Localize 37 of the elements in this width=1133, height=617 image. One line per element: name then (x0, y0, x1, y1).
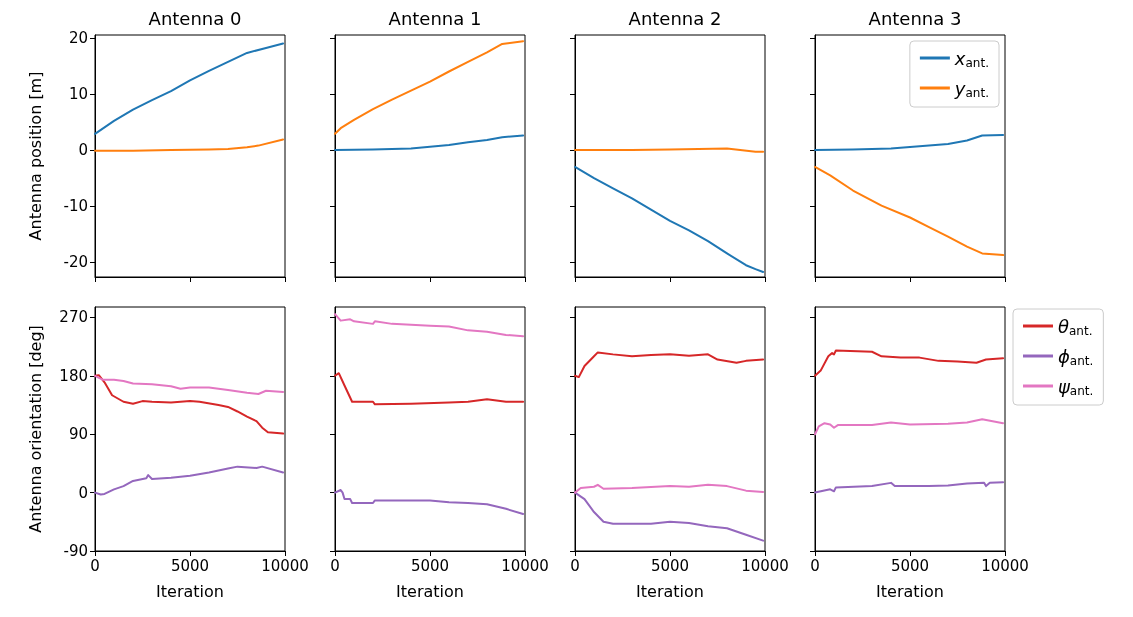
x-tick-label: 10000 (501, 556, 549, 575)
line-series (94, 465, 285, 496)
x-tick-label: 5000 (890, 556, 930, 575)
x-tick-label: 5000 (650, 556, 690, 575)
y-tick-label: -90 (63, 542, 88, 560)
line-series (94, 138, 285, 152)
line-series (94, 374, 285, 395)
y-tick-label: 270 (59, 308, 88, 327)
line-series (94, 374, 285, 435)
y-tick-label: 20 (68, 28, 88, 47)
x-axis-title: Iteration (876, 581, 944, 601)
x-tick-label: 10000 (261, 556, 309, 575)
x-tick-label: 0 (90, 556, 100, 575)
chart-title: Antenna 2 (628, 7, 722, 29)
chart-title: Antenna 1 (388, 7, 482, 29)
y-tick-label: 0 (78, 141, 88, 160)
x-tick-label: 10000 (981, 556, 1029, 575)
y-tick-label: 180 (59, 366, 88, 385)
line-series (94, 42, 285, 135)
y-tick-label: -20 (63, 253, 88, 272)
y-tick-label: 0 (78, 483, 88, 502)
x-axis-title: Iteration (396, 581, 464, 601)
y-axis-title: Antenna orientation [deg] (25, 325, 45, 533)
y-tick-label: -10 (63, 197, 88, 216)
y-tick-label: 90 (68, 425, 88, 444)
chart-title: Antenna 0 (148, 7, 242, 29)
x-tick-label: 0 (330, 556, 340, 575)
x-tick-label: 0 (810, 556, 820, 575)
y-tick-label: 10 (68, 84, 88, 103)
x-tick-label: 10000 (741, 556, 789, 575)
x-axis-title: Iteration (636, 581, 704, 601)
x-tick-label: 5000 (170, 556, 210, 575)
x-axis-title: Iteration (156, 581, 224, 601)
x-tick-label: 5000 (410, 556, 450, 575)
y-axis-title: Antenna position [m] (25, 71, 45, 241)
x-tick-label: 0 (570, 556, 580, 575)
chart-title: Antenna 3 (868, 7, 962, 29)
